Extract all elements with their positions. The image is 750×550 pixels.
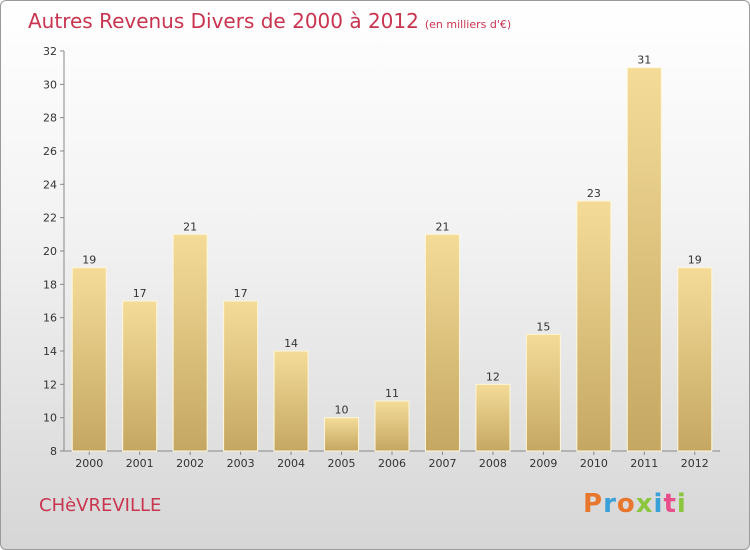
x-tick-label-2010: 2010 [580,457,608,470]
bar-2006 [374,400,410,452]
bar-2004 [273,350,309,452]
data-label-2009: 15 [536,320,550,333]
data-label-2012: 19 [688,254,702,267]
proxiti-logo[interactable]: Proxiti [583,489,687,519]
chart-subtitle: (en milliers d'€) [424,18,512,31]
x-tick-label-2012: 2012 [681,457,709,470]
y-tick-label: 12 [43,378,57,391]
x-tick-label-2011: 2011 [630,457,658,470]
logo-letter: o [616,489,636,519]
y-tick-label: 30 [43,78,57,91]
data-label-2005: 10 [335,404,349,417]
y-tick-label: 22 [43,212,57,225]
data-label-2010: 23 [587,187,601,200]
y-tick-label: 16 [43,312,57,325]
bar-2000 [71,267,107,452]
bar-2011 [626,67,662,452]
data-label-2002: 21 [183,220,197,233]
y-tick-label: 18 [43,278,57,291]
y-tick-label: 28 [43,112,57,125]
data-label-2011: 31 [637,54,651,67]
x-tick-label-2007: 2007 [428,457,456,470]
y-tick-label: 24 [43,178,57,191]
bar-2008 [475,383,511,452]
bar-2003 [223,300,259,452]
data-label-2008: 12 [486,370,500,383]
data-label-2004: 14 [284,337,298,350]
bar-2007 [424,233,460,452]
x-tick-label-2000: 2000 [75,457,103,470]
x-tick-label-2006: 2006 [378,457,406,470]
logo-letter: t [663,489,677,519]
x-tick-label-2002: 2002 [176,457,204,470]
bar-2012 [677,267,713,452]
chart-title: Autres Revenus Divers de 2000 à 2012 [28,9,419,33]
x-tick-label-2005: 2005 [328,457,356,470]
logo-letter: i [676,489,687,519]
x-tick-label-2003: 2003 [227,457,255,470]
y-tick-label: 14 [43,345,57,358]
data-label-2007: 21 [435,220,449,233]
logo-letter: x [635,489,654,519]
y-tick-label: 8 [50,445,57,458]
bar-2002 [172,233,208,452]
data-label-2001: 17 [133,287,147,300]
data-label-2006: 11 [385,387,399,400]
bar-2001 [122,300,158,452]
y-tick-label: 20 [43,245,57,258]
logo-letter: P [583,489,604,519]
bar-2005 [324,417,360,452]
logo-letter: i [653,489,664,519]
x-tick-label-2008: 2008 [479,457,507,470]
y-tick-label: 32 [43,45,57,58]
data-label-2000: 19 [82,254,96,267]
x-tick-label-2001: 2001 [126,457,154,470]
place-name: CHèVREVILLE [39,495,162,516]
x-tick-label-2009: 2009 [529,457,557,470]
y-tick-label: 10 [43,412,57,425]
x-tick-label-2004: 2004 [277,457,305,470]
bar-2009 [525,333,561,452]
y-tick-label: 26 [43,145,57,158]
data-label-2003: 17 [234,287,248,300]
bar-2010 [576,200,612,452]
logo-letter: r [603,489,617,519]
chart-title-group: Autres Revenus Divers de 2000 à 2012 (en … [28,9,511,33]
